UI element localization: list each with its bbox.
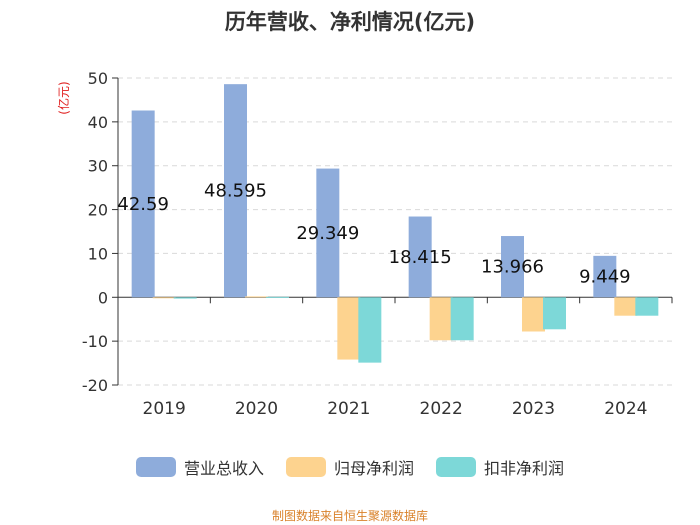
- bar-chart: 50 40 30 20 10 0 -10 -20 2019 2020 2021 2022 2023 202…: [56, 69, 673, 419]
- y-tick-label: -20: [82, 376, 108, 395]
- x-tick-label: 2023: [512, 399, 555, 419]
- bar-0-2020: [224, 84, 247, 298]
- legend-item-deducted-profit[interactable]: 扣非净利润: [436, 455, 564, 479]
- bar-2-2019: [173, 297, 197, 299]
- legend-label-net-profit: 归母净利润: [333, 459, 414, 478]
- bar-2-2020: [266, 296, 289, 298]
- y-axis-title: (亿元): [56, 81, 71, 114]
- bar-0-2024: [593, 255, 617, 298]
- bar-1-2021: [337, 297, 361, 360]
- x-tick-label: 2024: [604, 399, 647, 419]
- data-label: 42.59: [117, 194, 169, 215]
- legend-label-deducted-profit: 扣非净利润: [484, 459, 565, 478]
- data-label: 29.349: [296, 223, 359, 244]
- data-label: 13.966: [481, 257, 544, 278]
- legend-swatch-deducted-profit: [436, 457, 476, 477]
- bar-0-2023: [501, 236, 524, 298]
- x-tick-label: 2021: [327, 399, 370, 419]
- bar-2-2022: [450, 297, 474, 341]
- legend-item-net-profit[interactable]: 归母净利润: [285, 455, 414, 479]
- bar-2-2023: [543, 297, 566, 330]
- grid-lines: [118, 77, 672, 386]
- axes: 50 40 30 20 10 0 -10 -20 2019 2020 2021 2022 2023 202…: [82, 69, 673, 419]
- y-tick-label: 30: [88, 157, 108, 176]
- legend-item-revenue[interactable]: 营业总收入: [135, 455, 264, 479]
- data-label: 18.415: [389, 247, 452, 268]
- bar-0-2021: [316, 168, 340, 298]
- x-tick-label: 2022: [420, 399, 463, 419]
- legend: 营业总收入 归母净利润 扣非净利润: [0, 455, 700, 479]
- data-label: 9.449: [579, 267, 631, 288]
- y-tick-label: 20: [88, 201, 108, 220]
- data-label: 48.595: [204, 181, 267, 202]
- bar-0-2022: [408, 216, 432, 298]
- legend-swatch-net-profit: [285, 457, 326, 477]
- x-tick-label: 2019: [143, 399, 186, 419]
- bars: [131, 84, 659, 363]
- bar-2-2021: [358, 297, 382, 363]
- data-labels: 42.59 48.595 29.349 18.415 13.966 9.449: [117, 181, 630, 288]
- legend-swatch-revenue: [135, 457, 176, 477]
- y-tick-label: -10: [82, 332, 108, 351]
- y-tick-label: 10: [88, 244, 108, 263]
- bar-1-2022: [429, 297, 453, 341]
- bar-1-2024: [614, 297, 638, 316]
- chart-title: 历年营收、净利情况(亿元): [224, 10, 476, 34]
- bar-1-2019: [152, 297, 176, 299]
- y-tick-label: 40: [88, 113, 108, 132]
- source-footer: 制图数据来自恒生聚源数据库: [271, 509, 428, 523]
- y-tick-label: 50: [88, 69, 108, 88]
- bar-1-2020: [245, 296, 268, 298]
- bar-2-2024: [635, 297, 659, 316]
- bar-1-2023: [522, 297, 545, 332]
- y-tick-label: 0: [98, 288, 108, 307]
- legend-label-revenue: 营业总收入: [183, 459, 264, 478]
- bar-0-2019: [131, 110, 155, 298]
- x-tick-label: 2020: [235, 399, 278, 419]
